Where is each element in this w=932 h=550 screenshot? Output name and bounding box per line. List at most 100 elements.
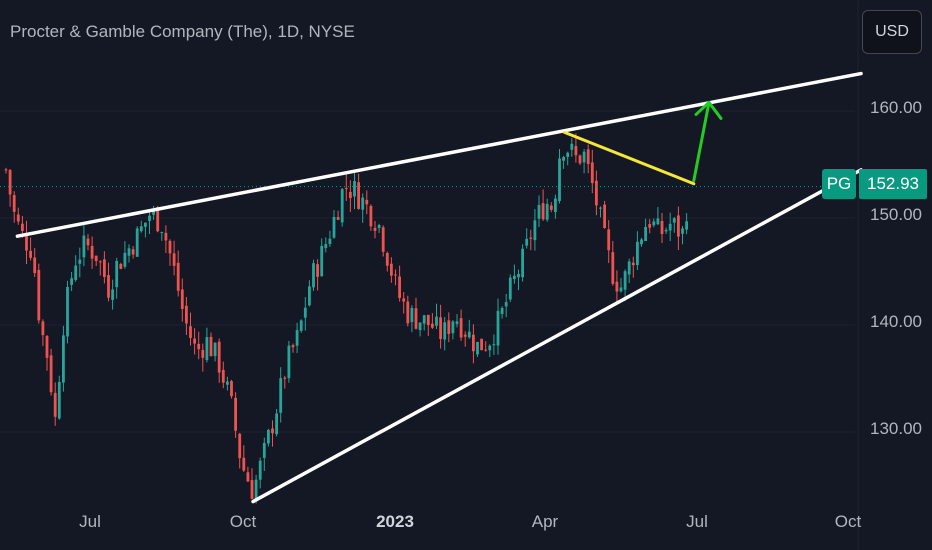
candle-down bbox=[357, 182, 360, 209]
candle-up bbox=[685, 221, 688, 230]
currency-button[interactable]: USD bbox=[862, 10, 922, 54]
candle-up bbox=[652, 221, 656, 226]
candle-up bbox=[127, 248, 131, 256]
candle-up bbox=[254, 479, 258, 501]
candle-up bbox=[340, 189, 344, 223]
candle-up bbox=[656, 218, 660, 225]
candle-down bbox=[373, 227, 377, 231]
candle-up bbox=[275, 413, 278, 435]
candle-down bbox=[164, 232, 168, 241]
candle-up bbox=[332, 217, 336, 238]
candle-down bbox=[463, 334, 467, 337]
candle-up bbox=[619, 287, 623, 292]
candle-up bbox=[353, 181, 356, 197]
candle-down bbox=[349, 191, 352, 199]
candle-down bbox=[185, 305, 188, 324]
candle-up bbox=[148, 215, 151, 222]
candle-down bbox=[180, 289, 184, 309]
candle-down bbox=[25, 233, 28, 251]
candle-up bbox=[287, 345, 291, 379]
candle-up bbox=[62, 335, 65, 383]
candle-up bbox=[467, 331, 471, 338]
candle-up bbox=[74, 265, 78, 280]
candle-up bbox=[299, 320, 303, 331]
candle-up bbox=[295, 330, 299, 346]
y-tick-label: 130.00 bbox=[870, 419, 922, 438]
candle-up bbox=[554, 198, 557, 212]
candle-up bbox=[668, 223, 672, 231]
candle-up bbox=[361, 197, 365, 210]
candle-up bbox=[636, 241, 639, 266]
candle-up bbox=[451, 321, 455, 334]
candle-down bbox=[578, 155, 582, 164]
candle-up bbox=[599, 207, 602, 209]
candle-up bbox=[57, 382, 61, 419]
candle-up bbox=[152, 209, 155, 215]
candle-down bbox=[439, 317, 442, 339]
candle-down bbox=[197, 343, 201, 350]
candle-up bbox=[115, 260, 119, 288]
candle-up bbox=[627, 261, 631, 275]
candle-up bbox=[492, 344, 496, 346]
upper-trendline bbox=[15, 71, 863, 238]
candle-up bbox=[558, 158, 561, 202]
candle-down bbox=[406, 301, 410, 324]
candle-down bbox=[660, 220, 664, 235]
candle-down bbox=[98, 261, 102, 263]
candle-up bbox=[70, 278, 73, 285]
candle-down bbox=[480, 338, 483, 351]
candle-up bbox=[279, 378, 283, 413]
candle-up bbox=[226, 381, 229, 385]
candle-down bbox=[29, 250, 32, 258]
candle-down bbox=[283, 377, 287, 379]
candle-down bbox=[541, 203, 545, 220]
candle-down bbox=[209, 336, 213, 357]
target-arrow-shaft bbox=[692, 100, 711, 183]
candle-up bbox=[213, 342, 217, 357]
candle-down bbox=[611, 252, 615, 284]
candle-up bbox=[570, 143, 574, 150]
candle-up bbox=[455, 321, 459, 325]
candle-up bbox=[111, 289, 114, 300]
candle-down bbox=[172, 253, 176, 266]
candle-down bbox=[426, 314, 430, 326]
symbol-tag: PG bbox=[822, 169, 856, 199]
candle-down bbox=[271, 428, 274, 434]
candle-up bbox=[664, 229, 668, 232]
candle-down bbox=[648, 224, 652, 228]
candle-up bbox=[324, 244, 328, 249]
candle-up bbox=[623, 271, 627, 290]
candle-up bbox=[328, 238, 332, 244]
candle-down bbox=[484, 349, 488, 351]
candle-down bbox=[607, 229, 611, 251]
candle-up bbox=[435, 316, 438, 326]
candle-down bbox=[631, 262, 635, 266]
y-tick-label: 150.00 bbox=[870, 205, 922, 224]
candle-up bbox=[525, 238, 529, 246]
candle-up bbox=[66, 286, 69, 337]
candle-down bbox=[365, 199, 369, 205]
candle-down bbox=[242, 457, 246, 471]
x-tick-label: Jul bbox=[79, 512, 101, 531]
x-tick-label: Oct bbox=[229, 512, 257, 531]
candle-down bbox=[402, 298, 406, 302]
candle-down bbox=[529, 237, 533, 239]
candle-down bbox=[459, 318, 463, 338]
y-tick-label: 160.00 bbox=[870, 98, 922, 117]
candle-up bbox=[508, 277, 512, 300]
candle-down bbox=[131, 249, 135, 255]
yellow-trendline bbox=[563, 130, 696, 186]
candle-down bbox=[250, 480, 254, 499]
candle-up bbox=[488, 345, 492, 351]
candle-up bbox=[160, 232, 164, 234]
candle-up bbox=[303, 307, 307, 318]
candle-down bbox=[586, 149, 590, 165]
candle-up bbox=[562, 157, 565, 161]
candle-up bbox=[422, 315, 426, 324]
candle-up bbox=[513, 275, 516, 279]
candle-down bbox=[574, 146, 578, 156]
candle-down bbox=[8, 170, 12, 195]
candle-down bbox=[16, 214, 20, 222]
